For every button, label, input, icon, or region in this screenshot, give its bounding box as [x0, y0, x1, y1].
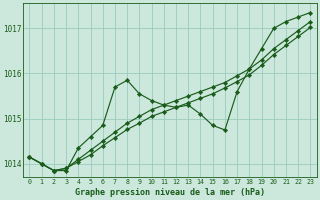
X-axis label: Graphe pression niveau de la mer (hPa): Graphe pression niveau de la mer (hPa): [75, 188, 265, 197]
